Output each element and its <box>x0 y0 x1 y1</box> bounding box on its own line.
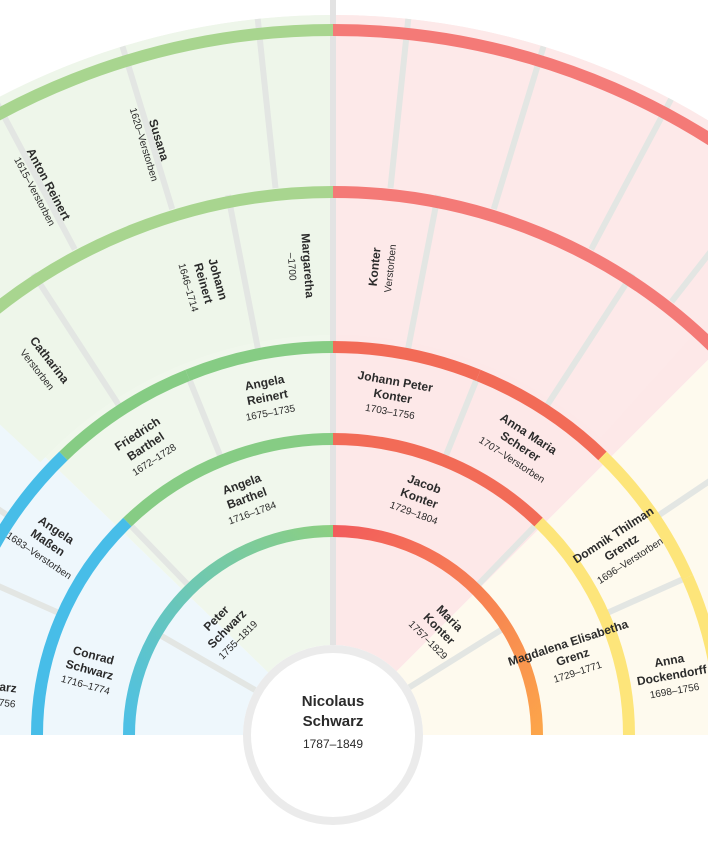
arc-gen2-magdalena <box>534 517 635 736</box>
divider-line <box>387 18 412 189</box>
person-name: Schwarz <box>0 676 18 696</box>
band-blue <box>0 413 269 735</box>
arc-gen2-conrad <box>31 517 132 736</box>
divider-line <box>0 583 61 616</box>
root-circle <box>243 645 423 825</box>
arc-gen5-paternal <box>0 24 334 121</box>
person-name: Konter <box>366 247 384 287</box>
arc-gen3-angela-reinert <box>185 341 334 381</box>
divider-line <box>442 372 482 458</box>
arc-gen1-maternal <box>332 525 543 736</box>
arc-gen4-paternal <box>0 186 334 314</box>
divider-line <box>490 45 547 210</box>
root-dates: 1787–1849 <box>303 737 363 751</box>
person-margaretha[interactable]: Margaretha–1700 <box>283 233 317 300</box>
divider-line <box>407 621 513 690</box>
arc-gen5-maternal <box>332 24 708 146</box>
divider-line <box>119 45 176 210</box>
person-dates: Verstorben <box>383 244 399 293</box>
divider-line <box>0 102 78 251</box>
divider-line <box>30 272 124 410</box>
arc-gen3-friedrich <box>59 369 190 461</box>
root-first-name: Nicolaus <box>302 693 365 710</box>
arc-gen3-anna-maria <box>476 369 607 461</box>
divider-line <box>122 517 190 587</box>
arc-gen4-maternal <box>332 186 708 351</box>
divider-line <box>184 372 224 458</box>
band-yellow <box>396 360 708 735</box>
person-name: Konter <box>372 386 413 407</box>
arc-gen2-jacob <box>332 433 543 527</box>
divider-line <box>542 272 636 410</box>
fan-dividers <box>0 0 708 693</box>
divider-line <box>149 627 257 693</box>
fan-arcs <box>0 24 708 736</box>
person-name: Anna <box>653 651 685 670</box>
divider-line <box>476 517 544 587</box>
person-konter_g4[interactable]: Konter Verstorben <box>365 242 399 293</box>
divider-line <box>588 97 674 251</box>
fan-bands <box>0 15 708 735</box>
root-person[interactable]: Nicolaus Schwarz 1787–1849 <box>243 645 423 825</box>
arc-gen1-paternal <box>123 525 334 736</box>
divider-line <box>404 194 441 353</box>
root-last-name: Schwarz <box>303 713 364 730</box>
arc-gen3-johann-peter <box>332 341 481 381</box>
divider-line <box>654 478 708 520</box>
arc-gen3-dominik <box>598 451 693 580</box>
divider-line <box>605 573 691 616</box>
divider-line <box>669 250 708 304</box>
divider-line <box>254 18 279 189</box>
person-dates: –1700 <box>285 252 298 281</box>
divider-line <box>225 194 262 353</box>
arc-gen2-angela-barthel <box>123 433 334 527</box>
person-name: Margaretha <box>298 233 317 299</box>
arc-gen3-angela-massen <box>0 451 68 548</box>
arc-gen3-anna-d <box>682 574 708 663</box>
